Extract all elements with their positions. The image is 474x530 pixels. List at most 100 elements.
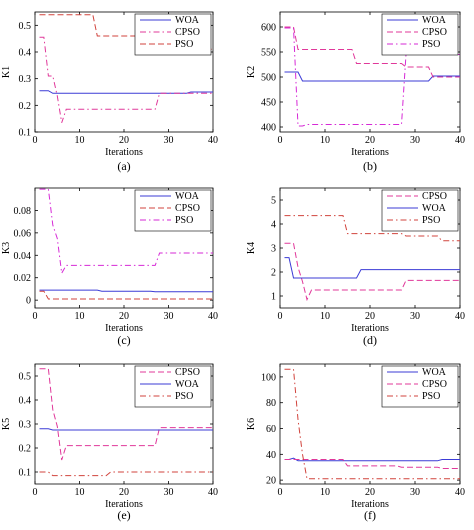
y-axis-label: K1 [1,66,12,78]
series-line-woa [39,289,213,293]
x-tick-label: 0 [33,487,38,498]
panel-caption: (b) [363,159,377,173]
y-tick-label: 20 [266,476,276,487]
legend-box [381,365,459,408]
x-tick-label: 20 [365,487,375,498]
y-tick-label: 0.2 [19,101,32,112]
x-tick-label: 10 [320,311,330,322]
legend-label-cpso: CPSO [422,379,447,390]
x-axis-label: Iterations [105,147,143,158]
x-tick-label: 10 [320,135,330,146]
legend-label-cpso: CPSO [175,27,200,38]
chart-panel-5: 0 10 20 30 40 0.1 0.2 0.3 0.4 0.5 Iterations K5 (e) C… [1,363,218,522]
legend-label-cpso: CPSO [175,203,200,214]
x-tick-label: 0 [33,135,38,146]
y-tick-label: 2 [271,268,276,279]
series-line-woa [39,428,213,431]
x-tick-label: 0 [278,311,283,322]
x-tick-label: 30 [164,487,174,498]
y-tick-label: 60 [266,424,276,435]
panel-caption: (c) [117,333,130,347]
y-tick-label: 40 [266,450,276,461]
x-tick-label: 40 [455,487,465,498]
y-tick-label: 0.1 [19,128,32,139]
x-tick-label: 30 [164,135,174,146]
x-tick-label: 30 [410,135,420,146]
x-tick-label: 20 [365,311,375,322]
y-tick-label: 0.06 [14,228,32,239]
x-tick-label: 30 [410,311,420,322]
y-tick-label: 0.1 [19,468,32,479]
chart-panel-3: 0 10 20 30 40 0 0.02 0.04 0.06 0.08 Iterations K3 (c… [1,187,218,347]
y-tick-label: 80 [266,398,276,409]
y-tick-label: 1 [271,292,276,303]
legend-label-pso: PSO [175,39,193,50]
x-axis-label: Iterations [105,499,143,510]
y-axis-label: K5 [1,418,12,430]
y-axis-label: K4 [246,242,257,254]
legend-label-cpso: CPSO [422,191,447,202]
x-axis-label: Iterations [351,323,389,334]
legend-label-pso: PSO [422,215,440,226]
y-tick-label: 0.4 [19,396,32,407]
legend-label-woa: WOA [175,379,200,390]
x-tick-label: 0 [278,135,283,146]
x-axis-label: Iterations [105,323,143,334]
legend-box [381,13,459,56]
y-tick-label: 0.2 [19,444,32,455]
x-tick-label: 30 [410,487,420,498]
x-axis-label: Iterations [351,147,389,158]
x-tick-label: 10 [75,311,85,322]
y-tick-label: 0.02 [14,273,32,284]
y-tick-label: 500 [261,73,276,84]
y-tick-label: 400 [261,123,276,134]
y-axis-label: K3 [1,242,12,254]
series-line-cpso [284,242,460,302]
x-tick-label: 0 [33,311,38,322]
legend-label-woa: WOA [175,15,200,26]
x-tick-label: 20 [119,311,129,322]
y-tick-label: 550 [261,48,276,59]
legend-label-cpso: CPSO [422,27,447,38]
legend-label-pso: PSO [422,39,440,50]
y-tick-label: 0.5 [19,372,32,383]
series-line-pso [284,27,460,127]
y-tick-label: 450 [261,98,276,109]
y-tick-label: 0 [26,296,31,307]
series-line-cpso [284,459,460,469]
series-line-woa [284,71,460,82]
y-tick-label: 0.5 [19,21,32,32]
y-tick-label: 0.08 [14,206,32,217]
x-tick-label: 30 [164,311,174,322]
panel-caption: (d) [363,333,377,347]
x-tick-label: 20 [119,487,129,498]
x-tick-label: 40 [208,135,218,146]
y-tick-label: 5 [271,196,276,207]
series-line-pso [39,471,213,477]
series-line-cpso [284,26,460,78]
x-tick-label: 0 [278,487,283,498]
x-tick-label: 40 [455,135,465,146]
x-tick-label: 40 [208,311,218,322]
x-tick-label: 20 [365,135,375,146]
panel-caption: (a) [117,159,130,173]
x-tick-label: 10 [75,135,85,146]
chart-panel-6: 0 10 20 30 40 20 40 60 80 100 Iterations K6 (f) WOACP… [246,363,465,522]
series-line-pso [284,368,460,480]
y-axis-label: K2 [246,66,257,78]
y-tick-label: 4 [271,220,276,231]
legend-box [134,13,212,56]
legend-label-woa: WOA [422,15,447,26]
panel-caption: (e) [117,508,130,522]
legend-label-woa: WOA [422,367,447,378]
chart-panel-2: 0 10 20 30 40 400 450 500 550 600 Iterations K2 (b) W… [246,11,465,173]
series-line-cpso [39,36,213,123]
x-tick-label: 10 [75,487,85,498]
legend-label-cpso: CPSO [175,367,200,378]
x-tick-label: 10 [320,487,330,498]
x-tick-label: 40 [208,487,218,498]
